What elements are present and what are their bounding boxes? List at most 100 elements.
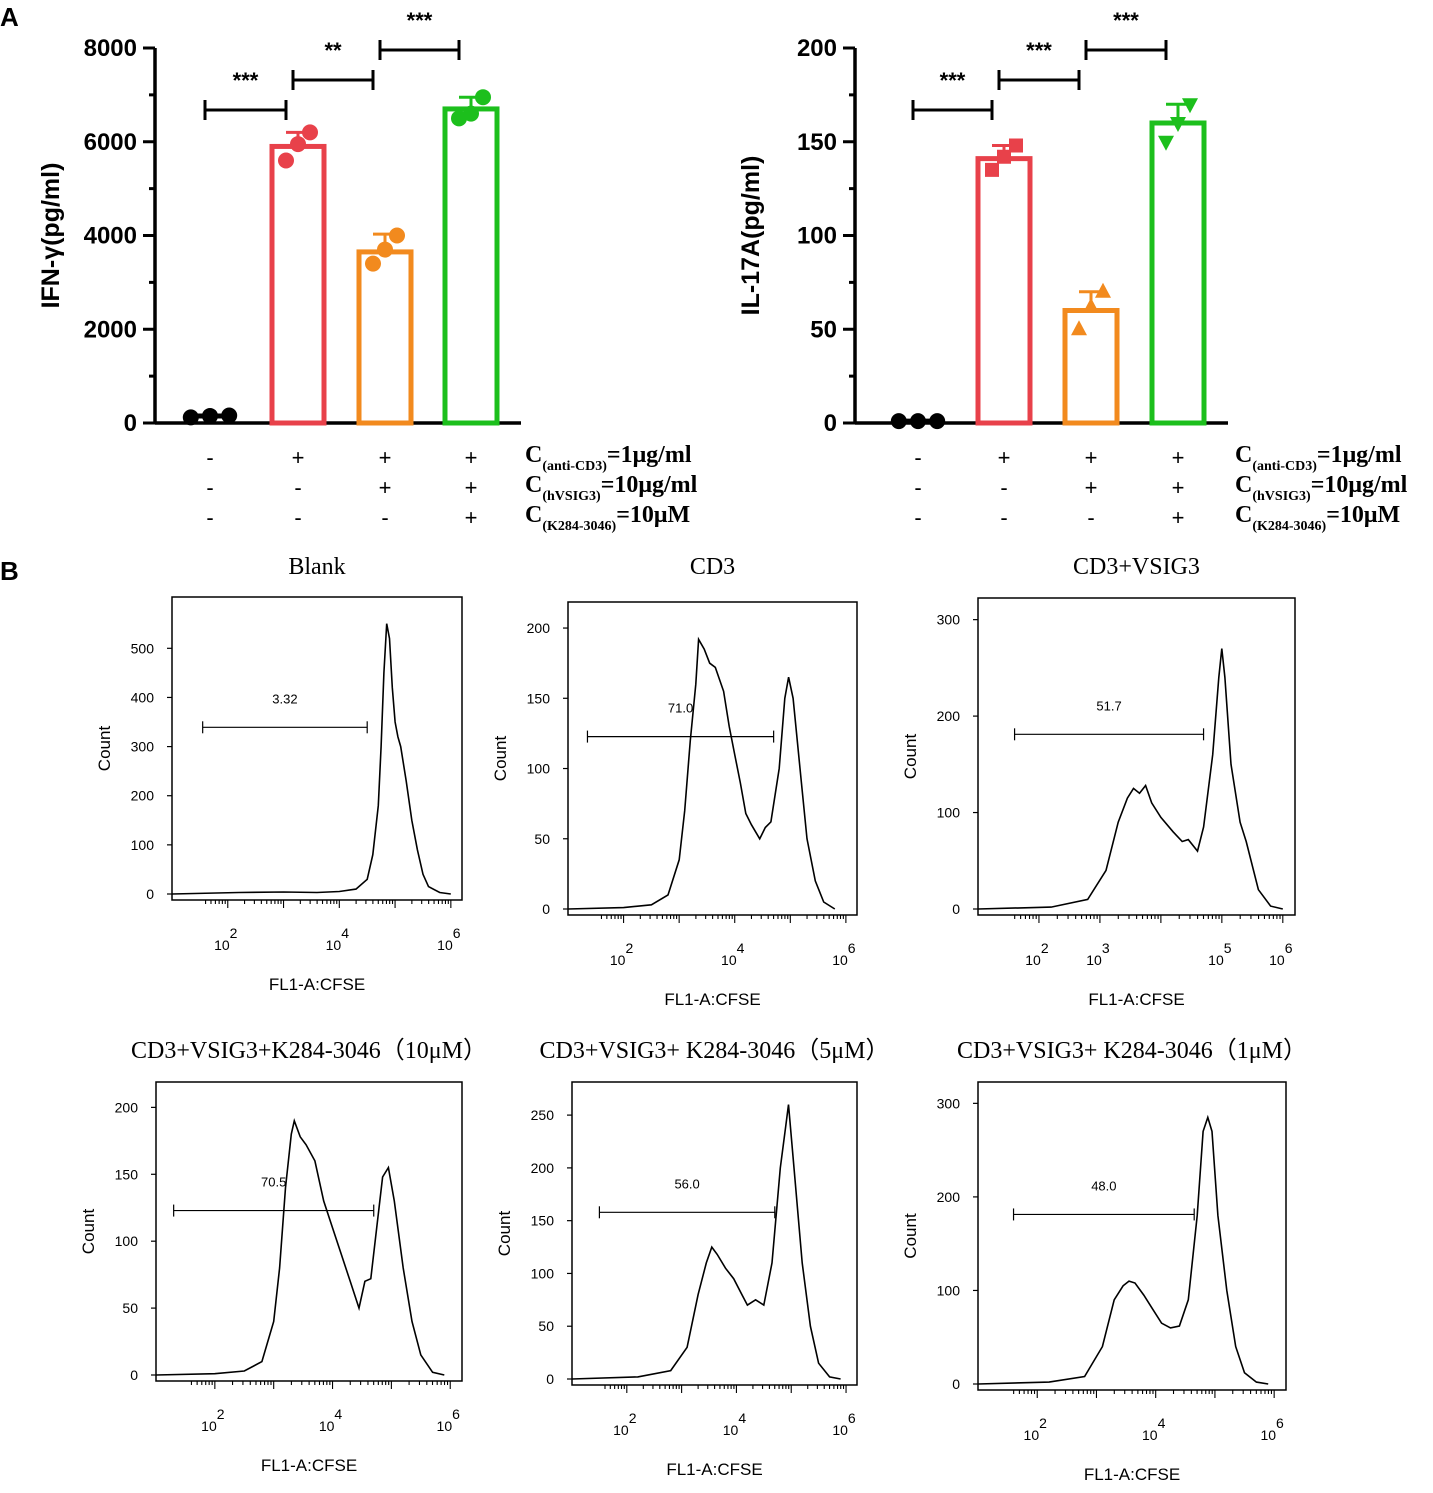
histogram-3: CD3+VSIG3+K284-3046（10μM） 0 50 100 150 200 102… xyxy=(79,1038,487,1475)
histogram-curve xyxy=(571,1104,841,1380)
y-tick-label: 200 xyxy=(937,708,961,724)
x-tick-label: 106 xyxy=(832,1410,856,1438)
x-tick-label: 106 xyxy=(832,940,856,968)
y-tick-label: 250 xyxy=(531,1107,555,1123)
data-point xyxy=(929,413,946,430)
condition-sign: + xyxy=(379,445,392,470)
condition-sign: + xyxy=(1085,445,1098,470)
data-point xyxy=(1170,117,1186,132)
data-point xyxy=(389,227,405,244)
x-tick-label: 102 xyxy=(1025,940,1049,968)
x-tick-label: 102 xyxy=(613,1410,637,1438)
y-tick-label: 4000 xyxy=(84,223,137,250)
gate-value: 70.5 xyxy=(261,1175,286,1190)
y-tick-label: 0 xyxy=(952,1376,960,1392)
condition-sign: + xyxy=(465,505,478,530)
y-tick-label: 200 xyxy=(527,620,551,636)
y-tick-label: 100 xyxy=(531,1265,555,1281)
x-axis-label: FL1-A:CFSE xyxy=(261,1456,357,1475)
condition-sign: - xyxy=(914,475,921,500)
y-tick-label: 200 xyxy=(131,788,155,804)
y-tick-label: 0 xyxy=(146,886,154,902)
condition-sign: + xyxy=(1085,475,1098,500)
bar-chart-il17: 0 50 100 150 200 IL-17A(pg/ml) *** *** *** - + + + C(… xyxy=(737,8,1408,534)
x-axis-label: FL1-A:CFSE xyxy=(664,990,760,1009)
condition-label: C(hVSIG3)=10μg/ml xyxy=(1235,472,1408,504)
histogram-2: CD3+VSIG3 0 100 200 300 102 103 105 106 FL1-A:CFS… xyxy=(901,554,1296,1009)
y-tick-label: 200 xyxy=(937,1189,961,1205)
histogram-curve xyxy=(567,636,836,910)
x-tick-label: 105 xyxy=(1208,940,1232,968)
x-tick-label: 102 xyxy=(610,940,634,968)
condition-sign: - xyxy=(381,505,388,530)
histogram-title: CD3+VSIG3+K284-3046（10μM） xyxy=(131,1038,487,1064)
bar-2 xyxy=(1062,308,1120,426)
y-tick-label: 150 xyxy=(531,1213,555,1229)
bar-3 xyxy=(442,106,500,426)
data-point xyxy=(910,413,926,430)
significance-label: *** xyxy=(407,8,433,33)
y-axis-label: Count xyxy=(495,1211,514,1257)
x-tick-label: 104 xyxy=(326,925,350,953)
condition-sign: + xyxy=(1172,505,1185,530)
y-tick-label: 0 xyxy=(124,410,137,437)
condition-sign: - xyxy=(206,505,213,530)
y-tick-label: 0 xyxy=(952,901,960,917)
histogram-title: CD3+VSIG3 xyxy=(1073,554,1200,580)
data-point xyxy=(278,152,294,169)
x-axis-label: FL1-A:CFSE xyxy=(666,1460,762,1479)
condition-sign: + xyxy=(1172,475,1185,500)
data-point xyxy=(182,409,199,426)
histogram-title: CD3 xyxy=(690,554,735,580)
gate-value: 56.0 xyxy=(674,1176,699,1191)
data-point xyxy=(1083,297,1099,313)
data-point xyxy=(1071,320,1087,336)
gate-value: 51.7 xyxy=(1096,698,1121,713)
x-tick-label: 104 xyxy=(723,1410,747,1438)
x-tick-label: 104 xyxy=(721,940,745,968)
condition-sign: + xyxy=(998,445,1011,470)
y-tick-label: 300 xyxy=(937,612,961,628)
condition-label: C(K284-3046)=10μM xyxy=(1235,502,1400,534)
y-tick-label: 200 xyxy=(115,1099,139,1115)
histogram-curve xyxy=(977,648,1283,910)
y-tick-label: 6000 xyxy=(84,129,137,156)
y-tick-label: 0 xyxy=(130,1367,138,1383)
x-axis-label: FL1-A:CFSE xyxy=(1084,1465,1180,1484)
y-tick-label: 100 xyxy=(937,805,961,821)
data-point xyxy=(463,105,479,122)
condition-sign: - xyxy=(206,445,213,470)
condition-sign: + xyxy=(379,475,392,500)
data-point xyxy=(997,149,1011,164)
x-tick-label: 106 xyxy=(437,1406,461,1434)
condition-sign: + xyxy=(465,445,478,470)
x-tick-label: 106 xyxy=(1260,1415,1284,1443)
bar-3 xyxy=(1149,120,1207,426)
data-point xyxy=(365,255,381,272)
gate-value: 48.0 xyxy=(1091,1178,1116,1193)
y-tick-label: 150 xyxy=(527,690,551,706)
histogram-curve xyxy=(977,1114,1269,1385)
histogram-title: CD3+VSIG3+ K284-3046（5μM） xyxy=(540,1038,890,1064)
plot-frame xyxy=(571,1081,858,1386)
condition-sign: - xyxy=(294,505,301,530)
histogram-curve xyxy=(155,1117,445,1376)
condition-sign: - xyxy=(206,475,213,500)
y-axis-label: IFN-γ(pg/ml) xyxy=(37,163,65,309)
condition-label: C(K284-3046)=10μM xyxy=(525,502,690,534)
x-tick-label: 104 xyxy=(319,1406,343,1434)
x-axis-label: FL1-A:CFSE xyxy=(269,975,365,994)
data-point xyxy=(1182,98,1198,114)
y-tick-label: 50 xyxy=(538,1318,554,1334)
panel-label-b: B xyxy=(0,556,19,586)
data-point xyxy=(1009,138,1023,153)
histogram-0: Blank 0 100 200 300 400 500 102 104 106 FL1-A:CFSE… xyxy=(95,554,463,994)
significance-label: *** xyxy=(940,68,966,93)
y-tick-label: 50 xyxy=(810,316,837,343)
histogram-5: CD3+VSIG3+ K284-3046（1μM） 0 100 200 300 102 10… xyxy=(901,1038,1307,1484)
gate-value: 71.0 xyxy=(668,701,693,716)
histogram-4: CD3+VSIG3+ K284-3046（5μM） 0 50 100 150 200 250… xyxy=(495,1038,889,1479)
condition-sign: - xyxy=(1087,505,1094,530)
